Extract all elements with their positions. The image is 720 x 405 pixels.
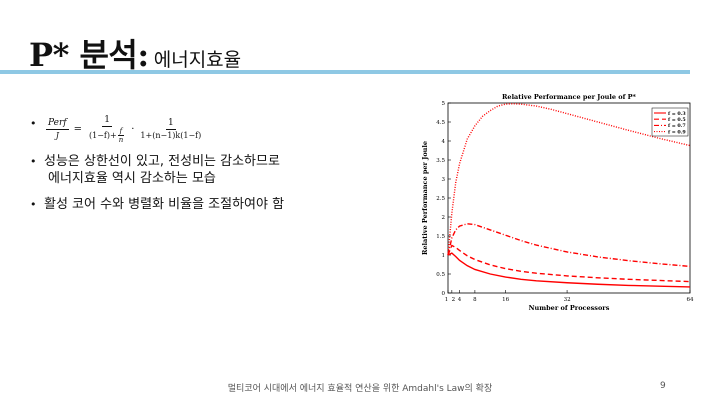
title-main: P* 분석 xyxy=(29,36,138,74)
y-tick-label: 4.5 xyxy=(436,120,445,126)
formula-term1-den-a: (1−f)+ xyxy=(89,131,117,140)
formula-equals: = xyxy=(73,124,83,135)
formula-term1: 1 (1−f)+ f n xyxy=(87,115,127,144)
energy-formula: Perf J = 1 (1−f)+ f n · 1 xyxy=(44,115,205,144)
y-tick-label: 4 xyxy=(442,139,446,145)
y-axis-label: Relative Performance per Joule xyxy=(421,141,429,255)
x-tick-label: 64 xyxy=(687,297,694,303)
x-tick-label: 32 xyxy=(564,297,571,303)
y-tick-label: 5 xyxy=(442,101,446,107)
legend-entry: f = 0.5 xyxy=(668,117,686,123)
formula-lhs: Perf J xyxy=(46,118,69,141)
x-tick-label: 16 xyxy=(502,297,509,303)
series-line-f03 xyxy=(447,252,691,288)
bullet-item: • 활성 코어 수와 병렬화 비율을 조절하여야 함 xyxy=(30,196,410,213)
y-tick-label: 3 xyxy=(442,177,446,183)
y-tick-label: 1 xyxy=(442,253,446,259)
legend-entry: f = 0.7 xyxy=(668,123,686,129)
formula-inner-frac: f n xyxy=(117,127,126,144)
bullet-text: 성능은 상한선이 있고, 전성비는 감소하므로 에너지효율 역시 감소하는 모습 xyxy=(44,153,280,187)
formula-term2: 1 1+(n−1)k(1−f) xyxy=(138,118,203,141)
title-sub: 에너지효율 xyxy=(153,49,242,71)
x-tick-label: 2 xyxy=(452,297,456,303)
legend-entry: f = 0.3 xyxy=(668,111,686,117)
bullet-list: • Perf J = 1 (1−f)+ f n xyxy=(30,115,410,222)
y-tick-label: 0 xyxy=(442,291,446,297)
formula-inner-num: f xyxy=(117,127,125,136)
y-tick-label: 2 xyxy=(442,215,446,221)
perf-per-joule-chart: Relative Performance per Joule of P* Numb… xyxy=(421,93,694,312)
bullet-formula: • Perf J = 1 (1−f)+ f n xyxy=(30,115,410,144)
bullet-text: 활성 코어 수와 병렬화 비율을 조절하여야 함 xyxy=(44,197,285,212)
y-tick-label: 0.5 xyxy=(436,272,445,278)
formula-lhs-num: Perf xyxy=(46,118,69,130)
plot-area xyxy=(447,102,691,294)
bullet-line: 에너지효율 역시 감소하는 모습 xyxy=(48,171,216,186)
y-tick-label: 1.5 xyxy=(436,234,445,240)
slide-footer: 멀티코어 시대에서 에너지 효율적 연산을 위한 Amdahl's Law의 확… xyxy=(227,384,493,394)
x-axis-label: Number of Processors xyxy=(529,304,610,312)
x-tick-label: 1 xyxy=(445,297,449,303)
x-tick-label: 8 xyxy=(473,297,477,303)
legend-entry: f = 0.9 xyxy=(668,129,686,135)
y-tick-label: 2.5 xyxy=(436,196,445,202)
bullet-dot: • xyxy=(30,155,37,168)
bullet-line: 성능은 상한선이 있고, 전성비는 감소하므로 xyxy=(44,154,280,169)
series-line-f05 xyxy=(447,244,691,283)
formula-term1-num: 1 xyxy=(102,115,112,127)
series-line-f07 xyxy=(447,223,691,268)
formula-term2-num: 1 xyxy=(165,118,176,130)
page-number: 9 xyxy=(660,381,666,391)
x-tick-label: 4 xyxy=(458,297,462,303)
title-colon: : xyxy=(137,36,149,74)
formula-lhs-den: J xyxy=(55,131,59,140)
title-underline xyxy=(0,70,690,74)
formula-term1-den: (1−f)+ f n xyxy=(87,127,127,144)
bullet-item: • 성능은 상한선이 있고, 전성비는 감소하므로 에너지효율 역시 감소하는 … xyxy=(30,153,410,187)
slide-title: P* 분석: 에너지효율 xyxy=(29,30,241,76)
formula-dot: · xyxy=(131,124,135,135)
formula-term2-den: 1+(n−1)k(1−f) xyxy=(140,131,202,140)
chart-title: Relative Performance per Joule of P* xyxy=(502,93,637,101)
bullet-dot: • xyxy=(30,117,37,130)
formula-inner-den: n xyxy=(118,136,124,144)
bullet-dot: • xyxy=(30,198,37,211)
y-tick-label: 3.5 xyxy=(436,158,445,164)
